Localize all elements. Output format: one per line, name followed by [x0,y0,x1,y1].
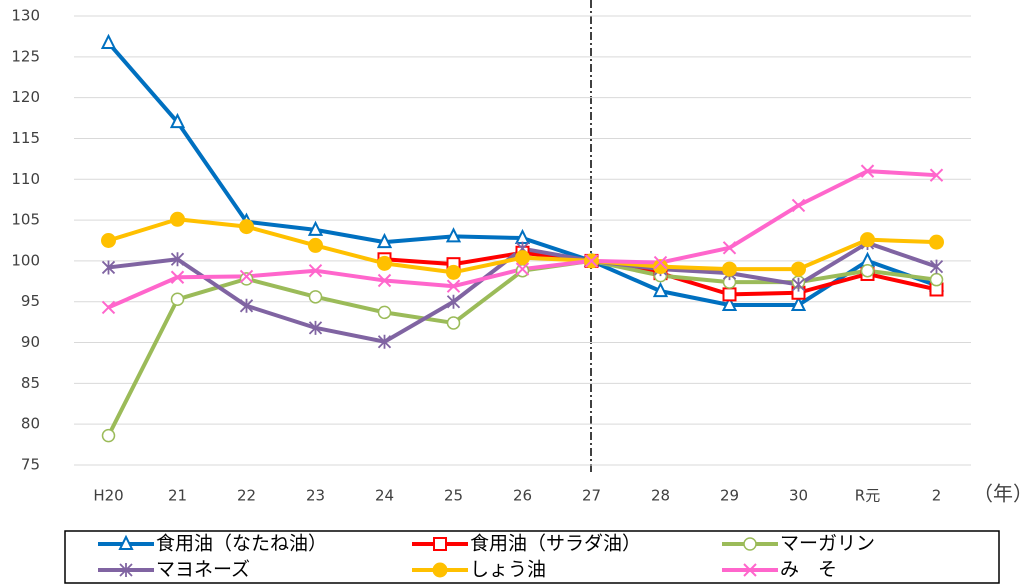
data-point [445,227,462,243]
x-tick-label: 28 [651,487,670,505]
data-point [929,234,944,250]
y-tick-label: 90 [21,333,40,351]
x-tick-label: 21 [168,487,187,505]
data-point [515,262,530,276]
data-point [170,252,185,267]
data-point [101,428,116,443]
x-tick-label: 26 [513,487,532,505]
y-tick-label: 130 [11,7,40,25]
data-point [239,269,254,284]
data-point [307,220,324,236]
data-point [308,263,323,278]
legend-marker [432,562,448,578]
legend-label: み そ [780,559,837,581]
y-tick-label: 100 [11,251,40,269]
data-point [308,290,323,304]
data-point [308,237,323,253]
data-point [377,273,392,288]
data-point [169,112,186,129]
data-point [791,261,806,277]
data-point [446,294,461,309]
data-point [929,272,944,287]
legend-marker [119,563,133,577]
x-tick-label: 27 [582,487,601,505]
y-tick-label: 80 [21,415,40,433]
data-point [860,263,875,278]
data-point [929,168,944,182]
data-point [170,211,185,227]
x-tick-label: 22 [237,487,256,505]
data-point [653,259,668,275]
y-tick-label: 125 [11,47,40,65]
legend-marker [743,563,757,577]
data-point [377,334,392,349]
x-tick-label: 2 [932,487,942,505]
data-point [722,287,737,302]
x-axis-label: （年） [973,482,1028,506]
data-point [721,295,738,311]
data-point [860,232,875,248]
data-point [377,255,392,271]
y-tick-label: 105 [11,211,40,229]
y-tick-label: 115 [11,129,40,147]
legend-label: マーガリン [780,533,875,555]
data-point [170,292,185,307]
x-tick-label: 23 [306,487,325,505]
legend-marker [433,537,447,551]
x-tick-label: 30 [789,487,808,505]
data-point [239,272,254,286]
data-point [722,261,737,277]
y-tick-label: 120 [11,88,40,106]
data-point [584,254,599,268]
legend-marker [118,534,134,550]
data-point [100,33,117,49]
x-tick-label: 29 [720,487,739,505]
legend-label: しょう油 [470,559,546,581]
legend-label: 食用油（サラダ油） [470,533,641,555]
data-point [515,250,530,266]
x-tick-label: R元 [855,487,880,505]
legend-box [64,530,1000,584]
data-point [791,277,806,292]
data-point [446,264,461,280]
data-point [308,320,323,335]
y-tick-label: 85 [21,374,40,392]
data-point [239,219,254,235]
data-point [791,198,806,213]
x-tick-label: 24 [375,487,394,505]
data-point [652,281,669,298]
x-tick-label: H20 [93,487,123,505]
data-point [170,270,185,284]
data-point [239,298,254,313]
legend-label: 食用油（なたね油） [156,533,327,555]
data-point [790,295,807,311]
data-point [446,316,461,330]
data-point [101,260,116,275]
legend-marker [743,537,757,551]
data-point [929,259,944,274]
y-tick-label: 95 [21,292,40,310]
data-point [377,305,392,320]
legend-label: マヨネーズ [156,559,250,581]
y-tick-label: 75 [21,456,40,474]
data-point [722,241,737,255]
y-tick-label: 110 [11,170,40,188]
x-tick-label: 25 [444,487,463,505]
data-point [860,164,875,178]
data-point [101,233,116,248]
data-point [446,279,461,293]
data-point [653,255,668,270]
data-point [376,232,393,249]
data-point [101,300,116,315]
data-point [515,263,530,278]
